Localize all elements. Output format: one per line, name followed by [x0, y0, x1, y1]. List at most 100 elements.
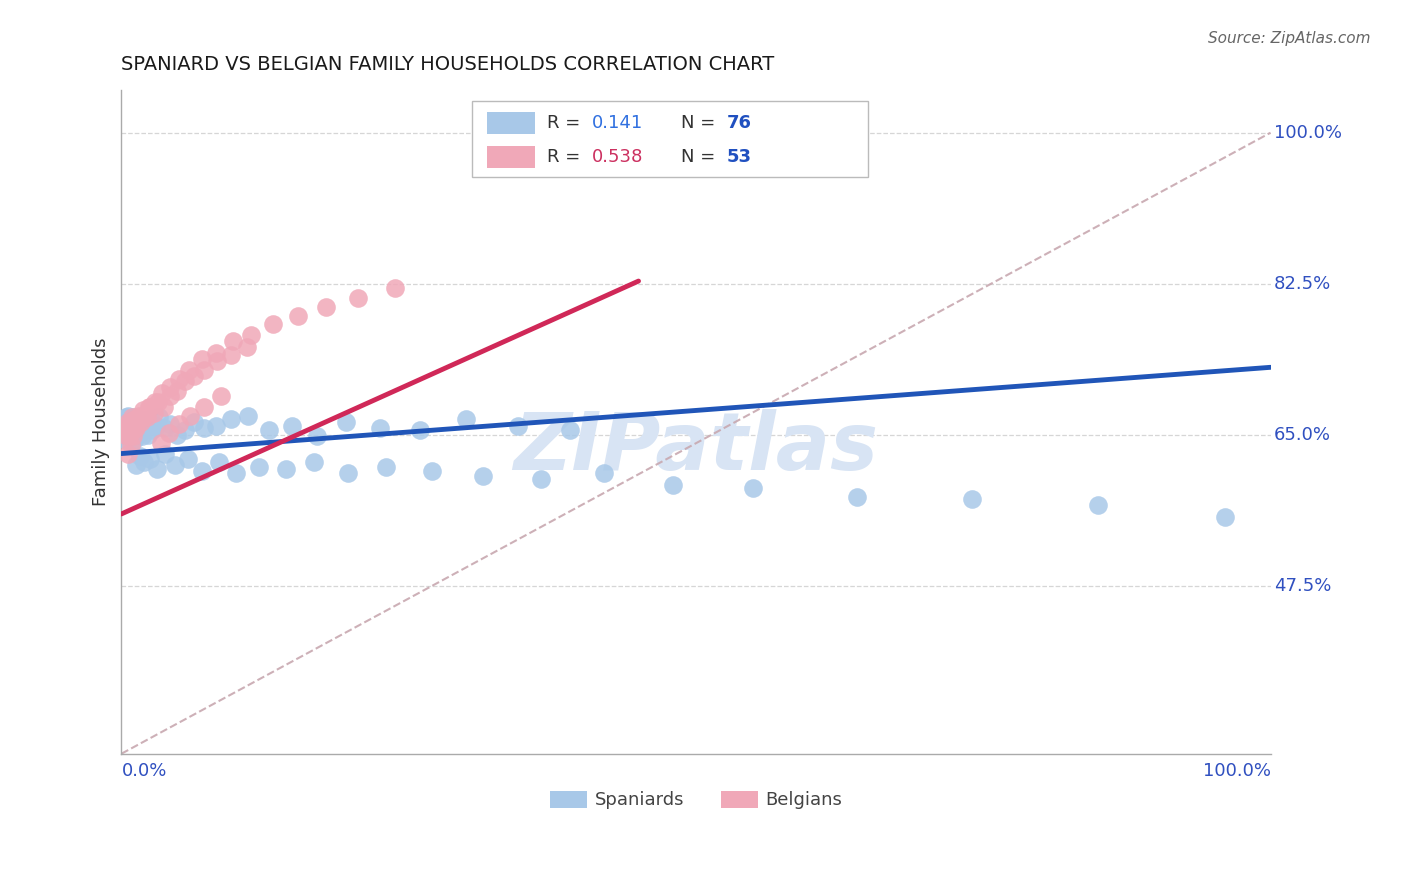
Point — [115, 410, 138, 425]
Text: ZIPatlas: ZIPatlas — [513, 409, 879, 487]
Point — [472, 469, 495, 483]
Point — [960, 492, 983, 507]
Point — [148, 410, 170, 425]
Point — [122, 410, 145, 425]
Bar — [486, 112, 536, 134]
Point — [456, 412, 478, 426]
Point — [124, 432, 146, 446]
Point — [191, 464, 214, 478]
Point — [287, 309, 309, 323]
Point — [121, 422, 143, 436]
Point — [139, 400, 162, 414]
Text: 0.538: 0.538 — [592, 148, 643, 166]
Point — [368, 420, 391, 434]
Point — [135, 410, 157, 425]
Point — [112, 432, 135, 446]
Point — [305, 429, 328, 443]
Point — [420, 464, 443, 478]
Text: 82.5%: 82.5% — [1274, 275, 1331, 293]
Point — [121, 416, 143, 430]
Text: 0.0%: 0.0% — [121, 763, 167, 780]
Point — [125, 419, 148, 434]
Point — [115, 423, 138, 437]
Point — [179, 409, 201, 423]
Point — [191, 351, 214, 366]
Point — [304, 455, 326, 469]
Text: 76: 76 — [727, 114, 752, 132]
Point — [134, 409, 156, 423]
Point — [115, 415, 138, 429]
Point — [118, 429, 141, 443]
Point — [166, 427, 188, 442]
Point — [1213, 509, 1236, 524]
Point — [1087, 498, 1109, 512]
Point — [125, 420, 148, 434]
Point — [374, 460, 396, 475]
Point — [742, 481, 765, 495]
Point — [122, 423, 145, 437]
Point — [347, 291, 370, 305]
Point — [120, 420, 142, 434]
Point — [219, 412, 242, 426]
Point — [219, 348, 242, 362]
Point — [142, 406, 165, 420]
Point — [558, 423, 581, 437]
Point — [845, 490, 868, 504]
Point — [409, 423, 432, 437]
Point — [118, 419, 141, 434]
Point — [129, 415, 152, 429]
Point — [208, 455, 231, 469]
Point — [127, 419, 149, 434]
Point — [117, 446, 139, 460]
Point — [159, 389, 181, 403]
Point — [193, 400, 215, 414]
Point — [205, 354, 228, 368]
Point — [593, 467, 616, 481]
Point — [247, 460, 270, 475]
Bar — [550, 791, 586, 808]
Text: 100.0%: 100.0% — [1274, 124, 1341, 142]
Point — [225, 467, 247, 481]
Point — [222, 334, 245, 349]
Point — [128, 409, 150, 423]
Point — [193, 363, 215, 377]
Point — [336, 467, 359, 481]
Point — [120, 438, 142, 452]
Point — [122, 420, 145, 434]
Text: 0.141: 0.141 — [592, 114, 643, 132]
Point — [280, 419, 302, 434]
Point — [257, 423, 280, 437]
Text: 47.5%: 47.5% — [1274, 576, 1331, 595]
Point — [177, 451, 200, 466]
Point — [193, 420, 215, 434]
Point — [262, 317, 284, 331]
Bar — [486, 146, 536, 168]
Point — [118, 425, 141, 440]
Point — [204, 419, 226, 434]
Point — [166, 384, 188, 399]
Point — [204, 345, 226, 359]
Point — [117, 415, 139, 429]
Point — [124, 412, 146, 426]
Text: Spaniards: Spaniards — [595, 790, 685, 808]
Point — [120, 412, 142, 426]
Point — [148, 394, 170, 409]
Point — [159, 380, 181, 394]
Point — [173, 374, 195, 388]
Text: 53: 53 — [727, 148, 752, 166]
Point — [167, 371, 190, 385]
Point — [115, 423, 138, 437]
Point — [159, 417, 181, 432]
Point — [506, 419, 529, 434]
FancyBboxPatch shape — [472, 101, 869, 178]
Point — [274, 462, 297, 476]
Point — [167, 417, 190, 432]
Point — [153, 400, 176, 414]
Text: R =: R = — [547, 114, 586, 132]
Text: Source: ZipAtlas.com: Source: ZipAtlas.com — [1208, 31, 1371, 46]
Bar — [721, 791, 758, 808]
Point — [209, 389, 232, 403]
Point — [165, 458, 187, 472]
Point — [132, 415, 155, 429]
Point — [117, 409, 139, 423]
